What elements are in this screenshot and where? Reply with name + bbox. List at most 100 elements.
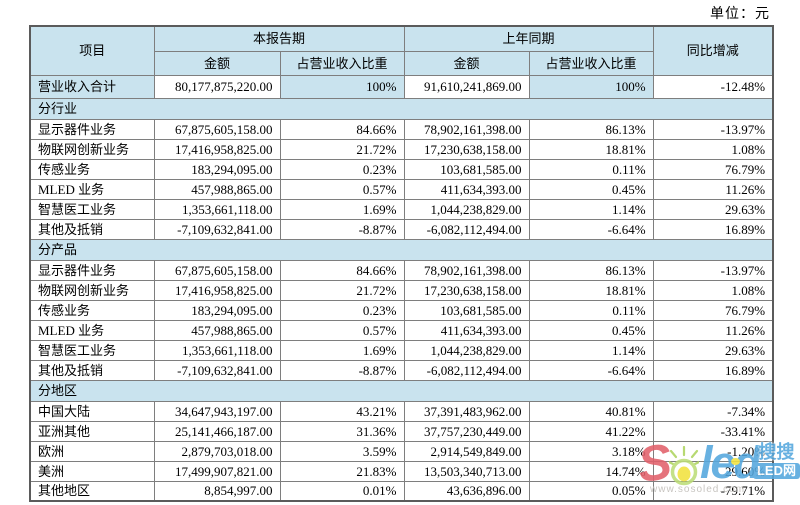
section-title: 分地区: [29, 379, 774, 402]
value-cell: 0.01%: [279, 480, 405, 502]
value-cell: 1,044,238,829.00: [403, 198, 530, 220]
value-cell: 41.22%: [528, 420, 654, 442]
value-cell: 457,988,865.00: [153, 178, 281, 200]
value-cell: -13.97%: [652, 259, 774, 281]
table-row: 物联网创新业务 17,416,958,825.00 21.72% 17,230,638…: [29, 279, 774, 301]
row-label-cell: 其他地区: [29, 480, 155, 502]
header-row-groups: 项目 本报告期 上年同期 同比增减: [29, 25, 774, 76]
section-title: 分产品: [29, 238, 774, 261]
value-cell: 0.45%: [528, 178, 654, 200]
value-cell: 76.79%: [652, 299, 774, 321]
value-cell: -33.41%: [652, 420, 774, 442]
value-cell: -12.48%: [652, 74, 774, 99]
row-label-cell: 传感业务: [29, 158, 155, 180]
value-cell: 2,914,549,849.00: [403, 440, 530, 462]
col-header-item: 项目: [29, 25, 155, 76]
table-body: 营业收入合计 80,177,875,220.00 100% 91,610,241…: [29, 74, 774, 502]
value-cell: 76.79%: [652, 158, 774, 180]
row-label-cell: MLED 业务: [29, 178, 155, 200]
value-cell: 80,177,875,220.00: [153, 74, 281, 99]
table-row: 智慧医工业务 1,353,661,118.00 1.69% 1,044,238,829…: [29, 198, 774, 220]
value-cell: 1.69%: [279, 198, 405, 220]
value-cell: 183,294,095.00: [153, 158, 281, 180]
row-label-cell: 智慧医工业务: [29, 198, 155, 220]
value-cell: 17,416,958,825.00: [153, 138, 281, 160]
value-cell: 67,875,605,158.00: [153, 118, 281, 140]
unit-label: 单位：元: [710, 7, 770, 22]
table-row: 传感业务 183,294,095.00 0.23% 103,681,585.00 0.1…: [29, 158, 774, 180]
section-header-row: 分行业: [29, 97, 774, 120]
col-header-current-period: 本报告期: [153, 25, 405, 52]
value-cell: 40.81%: [528, 400, 654, 422]
table-row: 其他地区 8,854,997.00 0.01% 43,636,896.00 0.05% -…: [29, 480, 774, 502]
value-cell: 29.63%: [652, 339, 774, 361]
col-header-amount-current: 金额: [153, 50, 281, 76]
row-label-cell: 显示器件业务: [29, 259, 155, 281]
col-header-pct-prior: 占营业收入比重: [528, 50, 654, 76]
section-header-row: 分产品: [29, 238, 774, 261]
table-row: MLED 业务 457,988,865.00 0.57% 411,634,393.00…: [29, 319, 774, 341]
value-cell: 67,875,605,158.00: [153, 259, 281, 281]
value-cell: 31.36%: [279, 420, 405, 442]
value-cell: -7,109,632,841.00: [153, 359, 281, 381]
row-label-cell: 欧洲: [29, 440, 155, 462]
value-cell: 1.08%: [652, 279, 774, 301]
row-label-cell: 亚洲其他: [29, 420, 155, 442]
value-cell: -6,082,112,494.00: [403, 359, 530, 381]
col-header-prior-period: 上年同期: [403, 25, 654, 52]
col-header-yoy: 同比增减: [652, 25, 774, 76]
value-cell: 1.14%: [528, 198, 654, 220]
row-label-cell: 传感业务: [29, 299, 155, 321]
value-cell: 34,647,943,197.00: [153, 400, 281, 422]
value-cell: -79.71%: [652, 480, 774, 502]
value-cell: 17,230,638,158.00: [403, 138, 530, 160]
value-cell: 29.63%: [652, 198, 774, 220]
value-cell: 103,681,585.00: [403, 299, 530, 321]
value-cell: 1.14%: [528, 339, 654, 361]
value-cell: -6,082,112,494.00: [403, 218, 530, 240]
value-cell: -6.64%: [528, 359, 654, 381]
value-cell: -13.97%: [652, 118, 774, 140]
value-cell: 2,879,703,018.00: [153, 440, 281, 462]
value-cell: 1,353,661,118.00: [153, 339, 281, 361]
value-cell: 0.23%: [279, 299, 405, 321]
value-cell: 78,902,161,398.00: [403, 118, 530, 140]
value-cell: 21.72%: [279, 138, 405, 160]
value-cell: 91,610,241,869.00: [403, 74, 530, 99]
table-row: MLED 业务 457,988,865.00 0.57% 411,634,393.00…: [29, 178, 774, 200]
row-label-cell: 中国大陆: [29, 400, 155, 422]
table-row: 智慧医工业务 1,353,661,118.00 1.69% 1,044,238,829…: [29, 339, 774, 361]
section-header-row: 分地区: [29, 379, 774, 402]
value-cell: -1.20%: [652, 440, 774, 462]
value-cell: 411,634,393.00: [403, 178, 530, 200]
value-cell: 17,416,958,825.00: [153, 279, 281, 301]
header-row-subcolumns: 金额 占营业收入比重 金额 占营业收入比重: [30, 50, 773, 76]
row-label-cell: 其他及抵销: [29, 359, 155, 381]
col-header-pct-current: 占营业收入比重: [279, 50, 405, 76]
value-cell: 0.57%: [279, 178, 405, 200]
value-cell: 16.89%: [652, 218, 774, 240]
row-label-cell: 物联网创新业务: [29, 138, 155, 160]
col-header-amount-prior: 金额: [403, 50, 530, 76]
total-row: 营业收入合计 80,177,875,220.00 100% 91,610,241…: [29, 74, 774, 99]
value-cell: 78,902,161,398.00: [403, 259, 530, 281]
value-cell: 37,757,230,449.00: [403, 420, 530, 442]
value-cell: 25,141,466,187.00: [153, 420, 281, 442]
value-cell: 84.66%: [279, 118, 405, 140]
value-cell: 21.72%: [279, 279, 405, 301]
value-cell: 18.81%: [528, 138, 654, 160]
value-cell: 21.83%: [279, 460, 405, 482]
value-cell: 43.21%: [279, 400, 405, 422]
value-cell: 1,044,238,829.00: [403, 339, 530, 361]
value-cell: 0.11%: [528, 158, 654, 180]
table-row: 其他及抵销 -7,109,632,841.00 -8.87% -6,082,112,4…: [29, 359, 774, 381]
row-label-cell: 物联网创新业务: [29, 279, 155, 301]
value-cell: 100%: [528, 74, 654, 99]
value-cell: 11.26%: [652, 319, 774, 341]
table-row: 传感业务 183,294,095.00 0.23% 103,681,585.00 0.1…: [29, 299, 774, 321]
table-row: 其他及抵销 -7,109,632,841.00 -8.87% -6,082,112,4…: [29, 218, 774, 240]
row-label-cell: 营业收入合计: [29, 74, 155, 99]
value-cell: 37,391,483,962.00: [403, 400, 530, 422]
value-cell: 17,230,638,158.00: [403, 279, 530, 301]
value-cell: 14.74%: [528, 460, 654, 482]
